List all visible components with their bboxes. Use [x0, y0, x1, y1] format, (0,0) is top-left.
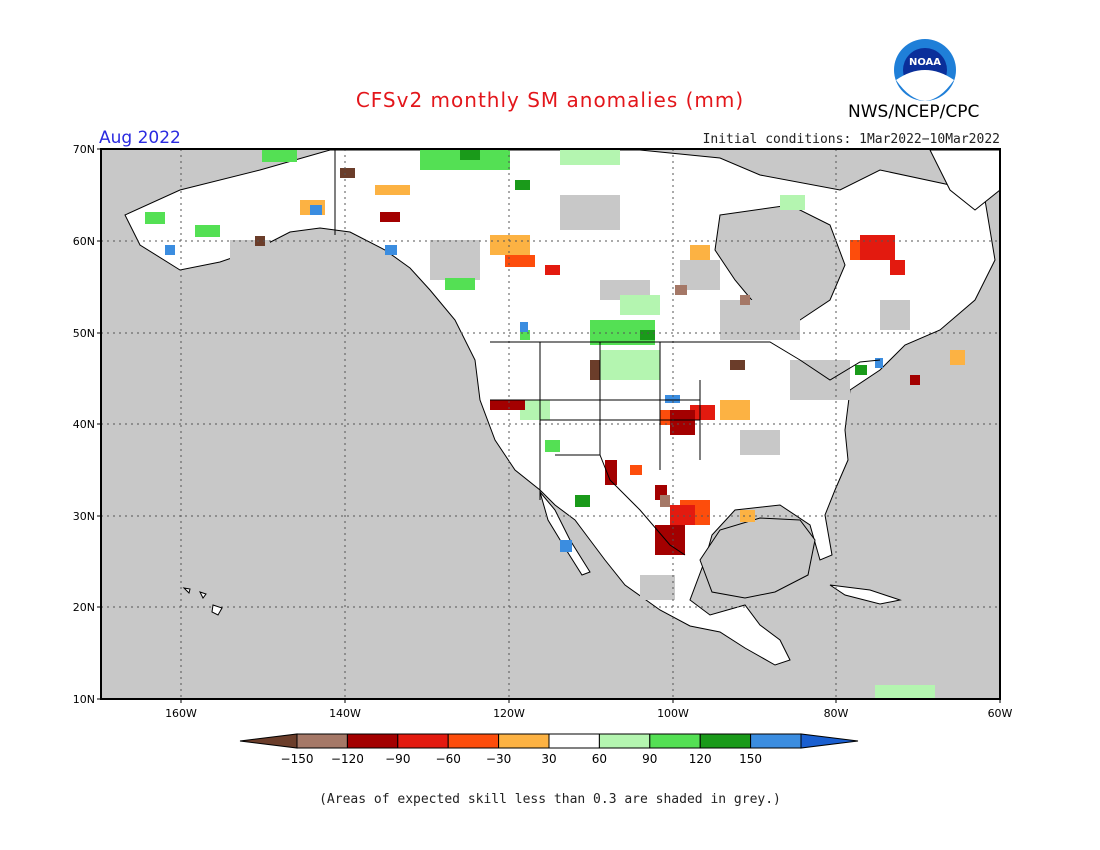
- colorbar-label: −60: [436, 752, 461, 766]
- colorbar: −150 −120 −90 −60 −30 30 60 90 120 150: [239, 733, 859, 766]
- colorbar-labels: −150 −120 −90 −60 −30 30 60 90 120 150: [281, 752, 763, 766]
- colorbar-label: 30: [541, 752, 556, 766]
- initial-conditions: Initial conditions: 1Mar2022−10Mar2022: [702, 132, 1000, 147]
- colorbar-boxes: [296, 733, 802, 749]
- hawaii-islands: [182, 587, 223, 616]
- lon-label: 100W: [657, 707, 689, 720]
- colorbar-label: 120: [689, 752, 712, 766]
- lat-label: 60N: [73, 235, 95, 248]
- colorbar-label: −30: [486, 752, 511, 766]
- low-skill-patches: [230, 195, 910, 600]
- lat-label: 70N: [73, 143, 95, 156]
- skill-note: (Areas of expected skill less than 0.3 a…: [319, 792, 781, 807]
- colorbar-label: 60: [592, 752, 607, 766]
- lon-label: 160W: [165, 707, 197, 720]
- colorbar-box: [346, 733, 399, 749]
- colorbar-box: [447, 733, 500, 749]
- lat-ticks: [97, 148, 101, 700]
- gulf-of-mexico: [699, 517, 816, 599]
- lon-label: 120W: [493, 707, 525, 720]
- colorbar-box: [598, 733, 651, 749]
- lat-label: 40N: [73, 418, 95, 431]
- org-label: NWS/NCEP/CPC: [848, 102, 980, 122]
- colorbar-box: [498, 733, 550, 749]
- cuba-land: [829, 584, 902, 605]
- lat-label: 50N: [73, 327, 95, 340]
- colorbar-right-arrow: [800, 733, 859, 749]
- hudson-bay: [714, 204, 846, 321]
- colorbar-label: −90: [385, 752, 410, 766]
- colorbar-box: [699, 733, 752, 749]
- lon-label: 80W: [824, 707, 849, 720]
- colorbar-box: [296, 733, 348, 749]
- colorbar-label: 90: [642, 752, 657, 766]
- colorbar-left-arrow: [239, 733, 298, 749]
- graticule: [101, 149, 1000, 699]
- forecast-month: Aug 2022: [99, 128, 181, 148]
- lon-label: 60W: [988, 707, 1013, 720]
- lat-labels: 70N 60N 50N 40N 30N 20N 10N: [73, 143, 95, 706]
- colorbar-label: 150: [739, 752, 762, 766]
- lon-ticks: [180, 699, 1001, 703]
- colorbar-label: −120: [331, 752, 364, 766]
- lat-label: 10N: [73, 693, 95, 706]
- noaa-logo: NOAA: [894, 39, 956, 101]
- colorbar-box: [548, 733, 600, 749]
- colorbar-label: −150: [281, 752, 314, 766]
- colorbar-box: [649, 733, 701, 749]
- page-title: CFSv2 monthly SM anomalies (mm): [355, 88, 745, 112]
- political-boundaries: [334, 150, 881, 556]
- colorbar-box: [750, 733, 802, 749]
- baja-land: [539, 491, 591, 576]
- lat-label: 30N: [73, 510, 95, 523]
- lat-label: 20N: [73, 601, 95, 614]
- logo-text: NOAA: [909, 57, 941, 68]
- anomaly-cells: [145, 150, 965, 699]
- colorbar-box: [397, 733, 449, 749]
- lon-label: 140W: [329, 707, 361, 720]
- lon-labels: 160W 140W 120W 100W 80W 60W: [165, 707, 1012, 720]
